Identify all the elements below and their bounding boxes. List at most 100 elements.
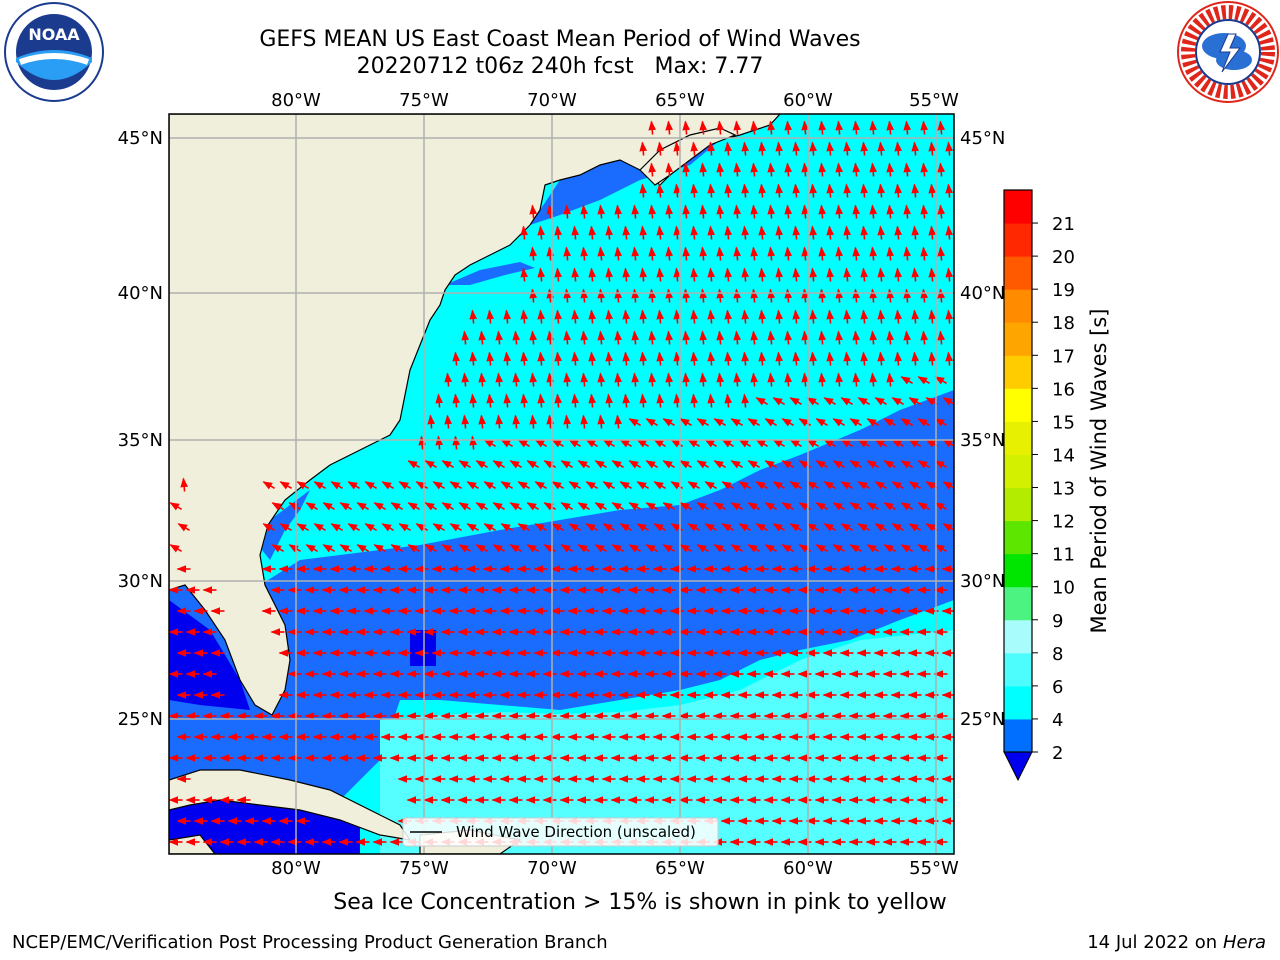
wind-wave-arrow [750,372,759,387]
wind-wave-arrow [809,267,818,282]
wind-wave-arrow [390,502,404,511]
wind-wave-arrow [483,439,497,448]
wind-wave-arrow [818,288,827,303]
wind-wave-arrow [755,523,769,532]
wind-wave-arrow [852,204,861,219]
wind-wave-arrow [665,204,674,219]
wind-wave-arrow [597,204,606,219]
wind-wave-arrow [920,330,929,345]
wind-wave-arrow [894,141,903,156]
wind-wave-arrow [682,162,691,177]
wind-wave-arrow [500,481,514,490]
wind-wave-arrow [611,460,625,469]
wind-wave-arrow [741,225,750,240]
colorbar-cell [1004,355,1032,389]
wind-wave-arrow [826,351,835,366]
wind-wave-arrow [645,502,659,511]
wind-wave-arrow [866,460,880,469]
wind-wave-arrow [313,523,327,532]
colorbar-cell [1004,388,1032,422]
wind-wave-arrow [639,141,648,156]
wind-wave-arrow [492,460,506,469]
wind-wave-arrow [869,246,878,261]
wind-wave-arrow [801,120,810,135]
wind-wave-arrow [908,439,922,448]
wind-wave-arrow [755,397,769,406]
wind-wave-arrow [313,481,327,490]
wind-wave-arrow [789,481,803,490]
lon-label: 55°W [909,90,959,111]
wind-wave-arrow [639,351,648,366]
wind-wave-arrow [801,204,810,219]
wind-wave-arrow [679,502,693,511]
wind-wave-arrow [716,246,725,261]
wind-wave-arrow [628,418,642,427]
wind-wave-arrow [639,393,648,408]
wind-wave-arrow [806,439,820,448]
wind-wave-arrow [585,439,599,448]
wind-wave-arrow [452,351,461,366]
wind-wave-arrow [724,351,733,366]
wind-wave-arrow [775,225,784,240]
wind-wave-arrow [792,225,801,240]
wind-wave-arrow [435,435,444,450]
wind-wave-arrow [789,523,803,532]
wind-wave-arrow [869,204,878,219]
wind-wave-arrow [699,330,708,345]
nws-logo-icon [1176,0,1280,108]
wind-wave-arrow [886,120,895,135]
wind-wave-arrow [911,141,920,156]
wind-wave-arrow [636,481,650,490]
wind-wave-arrow [775,141,784,156]
wind-wave-arrow [415,523,429,532]
colorbar-cell [1004,520,1032,555]
wind-wave-arrow [877,183,886,198]
wind-wave-arrow [699,288,708,303]
colorbar-cell [1004,586,1032,621]
wind-wave-arrow [758,141,767,156]
wind-wave-arrow [631,246,640,261]
wind-wave-arrow [758,309,767,324]
wind-wave-arrow [679,544,693,553]
wind-wave-arrow [636,439,650,448]
wind-wave-arrow [339,502,353,511]
wind-wave-arrow [279,523,293,532]
wind-wave-arrow [784,288,793,303]
wind-wave-arrow [648,204,657,219]
wind-wave-arrow [920,120,929,135]
wind-wave-arrow [418,435,427,450]
colorbar-tick-label: 8 [1052,644,1063,665]
wind-wave-arrow [517,481,531,490]
wind-wave-arrow [721,439,735,448]
wind-wave-arrow [937,204,946,219]
colorbar-cell [1004,289,1032,323]
footer-date: 14 Jul 2022 on Hera [1087,932,1266,953]
wind-wave-arrow [937,330,946,345]
wind-wave-arrow [645,460,659,469]
wind-wave-arrow [619,439,633,448]
wind-wave-arrow [537,351,546,366]
wind-wave-arrow [849,418,863,427]
wind-wave-arrow [707,183,716,198]
wind-wave-arrow [622,309,631,324]
wind-wave-arrow [792,309,801,324]
wind-wave-arrow [806,397,820,406]
wind-wave-arrow [444,414,453,429]
wind-wave-arrow [886,330,895,345]
wind-wave-arrow [594,502,608,511]
wind-wave-arrow [937,246,946,261]
wind-wave-arrow [696,544,710,553]
wind-wave-arrow [849,502,863,511]
wind-wave-arrow [784,120,793,135]
wind-wave-arrow [330,523,344,532]
wind-wave-arrow [339,544,353,553]
wind-wave-arrow [869,120,878,135]
footer-date-text: 14 Jul 2022 on [1087,932,1223,953]
wind-wave-arrow [690,225,699,240]
wind-wave-arrow [614,372,623,387]
wind-wave-arrow [526,544,540,553]
wind-wave-arrow [580,330,589,345]
colorbar-cell [1004,619,1032,654]
wind-wave-arrow [741,309,750,324]
wind-wave-arrow [588,267,597,282]
